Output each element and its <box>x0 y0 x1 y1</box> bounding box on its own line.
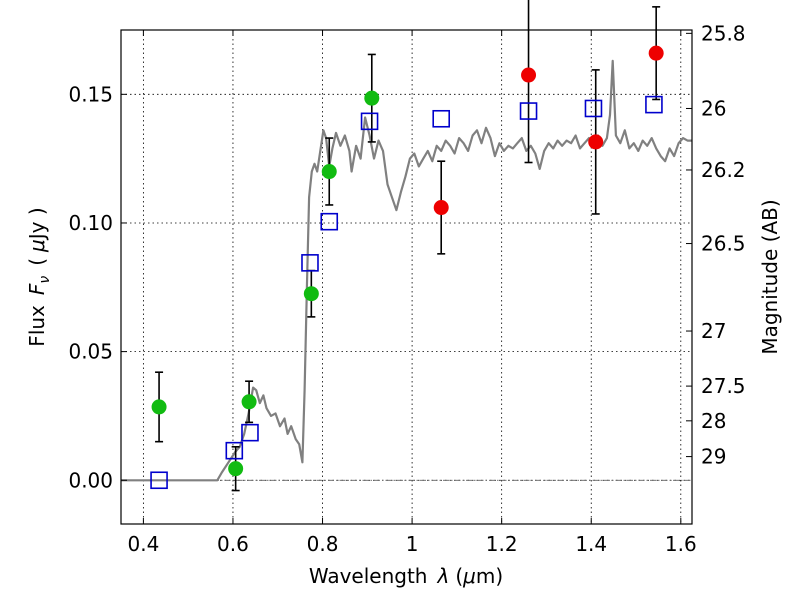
plot-frame <box>120 29 693 525</box>
grid-layer <box>121 30 692 524</box>
model-photometry-square <box>301 254 319 272</box>
model-photometry-square <box>225 441 244 460</box>
model-photometry-square <box>360 112 379 131</box>
model-spectrum-line <box>121 59 692 482</box>
red-data-point <box>588 134 604 150</box>
y2-tick-label: 26.5 <box>701 232 746 256</box>
y-tick-label: 0.00 <box>68 468 113 492</box>
model-photometry-square <box>150 471 168 490</box>
series-layer <box>121 0 692 492</box>
model-photometry-square <box>645 95 663 114</box>
model-photometry-square <box>241 423 259 442</box>
green-data-point <box>228 461 244 477</box>
x-axis-title: Wavelength λ (μm) <box>309 564 503 588</box>
green-data-point <box>364 90 380 106</box>
red-data-point <box>521 67 537 83</box>
green-data-point <box>151 399 167 415</box>
y2-tick-label: 29 <box>701 445 726 469</box>
green-data-point <box>321 164 337 180</box>
x-tick-label: 0.6 <box>217 532 249 556</box>
x-tick-label: 0.8 <box>307 532 339 556</box>
y2-tick-label: 26 <box>701 96 726 120</box>
x-tick-label: 1.6 <box>665 532 697 556</box>
y2-tick-label: 25.8 <box>701 21 746 45</box>
red-data-point <box>648 45 664 61</box>
y-axis-title: FluxFν(μJy ) <box>25 207 53 346</box>
y-tick-label: 0.10 <box>68 211 113 235</box>
y2-tick-label: 27.5 <box>701 374 746 398</box>
x-tick-label: 0.4 <box>127 532 159 556</box>
y2-tick-label: 26.2 <box>701 158 746 182</box>
y2-axis-title: Magnitude (AB) <box>758 199 782 354</box>
y2-tick-label: 27 <box>701 319 726 343</box>
y-tick-label: 0.05 <box>68 340 113 364</box>
green-data-point <box>241 394 257 410</box>
green-data-point <box>303 286 319 302</box>
y2-tick-label: 28 <box>701 409 726 433</box>
y-tick-label: 0.15 <box>68 82 113 106</box>
model-photometry-square <box>320 212 339 231</box>
red-data-point <box>433 200 449 216</box>
tick-layer: 0.4 0.6 0.8 1 1.2 1.4 1.6 0.00 0.05 0.10 0.15 25.8 2… <box>68 21 745 556</box>
x-tick-label: 1.2 <box>486 532 518 556</box>
model-photometry-square <box>432 109 451 128</box>
x-tick-label: 1 <box>406 532 419 556</box>
x-tick-label: 1.4 <box>575 532 607 556</box>
model-photometry-square <box>519 102 538 120</box>
model-photometry-square <box>584 99 603 118</box>
